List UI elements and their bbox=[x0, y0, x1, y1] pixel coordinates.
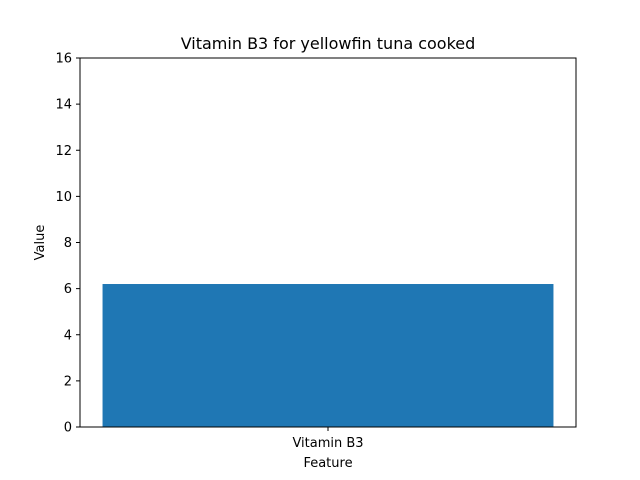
x-axis-label: Feature bbox=[303, 456, 352, 471]
x-tick-label: Vitamin B3 bbox=[292, 436, 363, 451]
x-axis-ticks: Vitamin B3 bbox=[292, 427, 364, 451]
y-tick-label: 6 bbox=[64, 282, 72, 297]
y-tick-label: 14 bbox=[55, 98, 72, 113]
y-tick-label: 2 bbox=[64, 374, 72, 389]
y-tick-label: 4 bbox=[64, 328, 72, 343]
chart-title: Vitamin B3 for yellowfin tuna cooked bbox=[181, 34, 476, 53]
y-tick-label: 10 bbox=[55, 190, 72, 205]
y-tick-label: 12 bbox=[55, 144, 72, 159]
y-tick-label: 0 bbox=[64, 421, 72, 436]
y-tick-label: 8 bbox=[64, 236, 72, 251]
y-axis-ticks: 0 2 4 6 8 10 12 14 16 bbox=[55, 52, 80, 436]
plot-frame bbox=[79, 57, 577, 428]
bars-group bbox=[102, 284, 554, 427]
y-tick-label: 16 bbox=[55, 52, 72, 67]
y-axis-label: Value bbox=[33, 225, 48, 261]
bar bbox=[102, 284, 554, 427]
